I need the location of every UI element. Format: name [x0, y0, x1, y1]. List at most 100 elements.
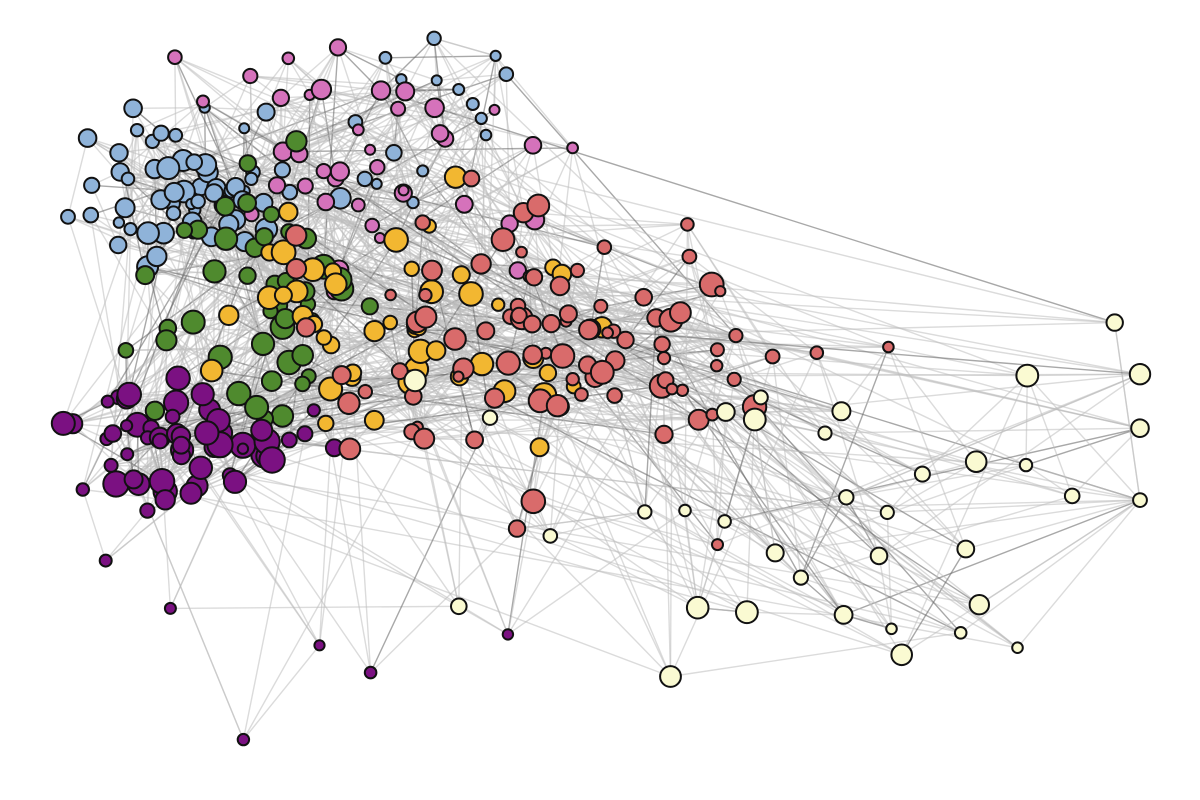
node — [238, 266, 257, 285]
node — [520, 488, 547, 515]
edge — [669, 352, 818, 677]
node — [523, 136, 543, 155]
node — [77, 128, 98, 148]
edge — [136, 100, 204, 131]
node — [296, 177, 314, 195]
edge — [1026, 375, 1141, 501]
node — [329, 161, 350, 182]
node — [190, 382, 215, 407]
node — [566, 141, 579, 155]
edge — [181, 376, 596, 446]
edge — [229, 474, 980, 606]
edge — [644, 414, 713, 513]
node — [103, 424, 123, 443]
node — [589, 359, 615, 385]
edge — [380, 89, 1115, 324]
node — [601, 326, 614, 340]
node — [360, 297, 379, 316]
node — [421, 259, 443, 282]
edge — [846, 461, 977, 498]
node — [123, 98, 143, 119]
node — [364, 217, 381, 234]
nodes — [50, 30, 1152, 747]
node — [324, 272, 348, 297]
edge — [462, 368, 518, 529]
node — [484, 387, 506, 409]
node — [384, 288, 397, 302]
edge — [1016, 499, 1141, 649]
node — [294, 375, 311, 393]
edge — [473, 439, 518, 529]
edge — [887, 346, 967, 550]
node — [390, 362, 409, 381]
edge — [590, 328, 1141, 375]
node — [541, 314, 561, 334]
edge — [717, 346, 889, 351]
edge — [711, 414, 1018, 649]
node — [430, 124, 450, 143]
node — [188, 455, 214, 480]
node — [574, 387, 589, 402]
edge — [370, 528, 518, 674]
node — [714, 285, 727, 298]
edge — [458, 367, 463, 607]
edge — [615, 359, 761, 399]
node — [190, 193, 206, 210]
node — [120, 447, 135, 462]
node — [202, 259, 227, 284]
node — [538, 363, 558, 383]
edge — [1025, 427, 1141, 466]
node — [515, 245, 528, 259]
node — [260, 370, 283, 393]
edge — [470, 178, 482, 264]
edge — [533, 500, 718, 546]
node — [165, 365, 191, 391]
edge — [901, 499, 1141, 656]
node — [634, 288, 654, 307]
edge — [393, 152, 536, 221]
node — [462, 169, 481, 188]
edge — [423, 437, 748, 613]
node — [154, 489, 176, 511]
edge — [106, 321, 194, 440]
node — [498, 66, 515, 82]
node — [370, 80, 392, 101]
node — [495, 350, 521, 376]
edge — [840, 346, 889, 412]
node — [1132, 492, 1148, 509]
edge — [474, 385, 662, 441]
edge — [433, 37, 460, 90]
node — [383, 227, 409, 253]
node — [100, 394, 115, 409]
node — [370, 177, 383, 190]
edge — [422, 107, 436, 172]
edge — [321, 88, 399, 110]
node — [103, 457, 119, 473]
edge — [601, 371, 802, 579]
node — [681, 248, 698, 265]
edge — [670, 632, 961, 678]
edge — [746, 611, 844, 616]
node — [474, 111, 488, 126]
node — [151, 432, 169, 450]
node — [968, 594, 990, 616]
edge — [67, 216, 128, 399]
node — [685, 595, 710, 620]
edge — [960, 499, 1141, 634]
edge — [265, 111, 776, 554]
edge — [1025, 375, 1028, 466]
node — [163, 601, 177, 615]
edge — [1025, 464, 1141, 501]
edge — [665, 379, 977, 463]
node — [430, 74, 443, 87]
node — [913, 465, 931, 483]
node — [728, 328, 744, 344]
edges — [62, 37, 1141, 741]
node — [350, 197, 366, 213]
edge — [385, 55, 496, 59]
node — [155, 329, 178, 352]
node — [270, 404, 295, 428]
edge — [901, 548, 967, 656]
